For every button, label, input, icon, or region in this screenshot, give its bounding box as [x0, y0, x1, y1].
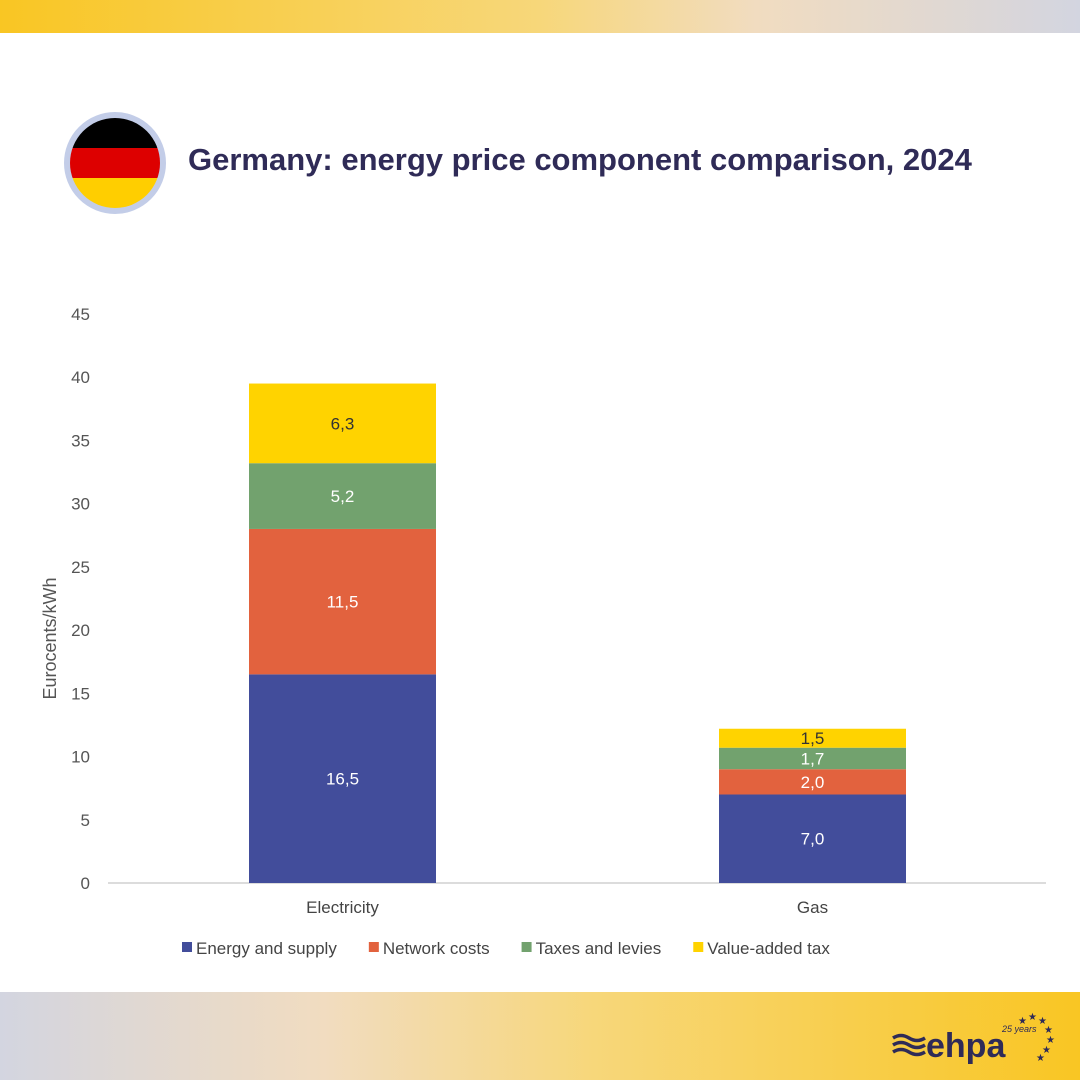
svg-text:★: ★	[1042, 1045, 1051, 1056]
y-axis-label: Eurocents/kWh	[40, 577, 60, 699]
data-label: 2,0	[801, 773, 825, 792]
svg-text:★: ★	[1028, 1012, 1037, 1023]
bar-segment	[719, 769, 906, 795]
legend-label: Network costs	[383, 939, 490, 958]
data-label: 11,5	[327, 593, 359, 612]
bar-segment	[249, 528, 436, 675]
page-title: Germany: energy price component comparis…	[188, 142, 972, 177]
x-tick-label: Electricity	[306, 898, 379, 917]
svg-text:★: ★	[1046, 1035, 1055, 1046]
legend-swatch	[182, 942, 192, 952]
y-tick-label: 5	[81, 811, 90, 830]
y-tick-label: 25	[71, 558, 90, 577]
data-label: 5,2	[331, 487, 355, 506]
legend-label: Energy and supply	[196, 939, 337, 958]
data-label: 16,5	[326, 770, 359, 789]
y-tick-label: 35	[71, 431, 90, 450]
data-label: 1,5	[801, 729, 825, 748]
svg-text:★: ★	[1038, 1016, 1047, 1027]
bar-segment	[249, 674, 436, 883]
svg-text:★: ★	[1036, 1053, 1045, 1064]
data-label: 6,3	[331, 414, 355, 433]
svg-text:★: ★	[1044, 1025, 1053, 1036]
data-label: 7,0	[801, 830, 825, 849]
y-tick-label: 45	[71, 305, 90, 324]
legend-label: Taxes and levies	[536, 939, 662, 958]
x-tick-label: Gas	[797, 898, 828, 917]
ehpa-logo: ehpa 25 years ★ ★ ★★★★★	[892, 1012, 1055, 1065]
y-tick-label: 30	[71, 495, 90, 514]
data-label: 1,7	[801, 749, 825, 768]
bar-segment	[719, 794, 906, 883]
y-tick-label: 40	[71, 368, 90, 387]
legend-swatch	[368, 942, 379, 952]
logo-text: ehpa	[926, 1027, 1006, 1065]
legend-swatch	[521, 942, 532, 952]
y-tick-label: 20	[71, 621, 90, 640]
y-tick-label: 10	[71, 748, 90, 767]
legend-label: Value-added tax	[707, 939, 830, 958]
logo-tagline: 25 years	[1001, 1024, 1037, 1034]
svg-text:★: ★	[1018, 1016, 1027, 1027]
stacked-bar-chart: 0 5 10 15 20 25 30 35 40 45 Eurocents/kWh 16,5 11,5 5…	[40, 305, 1046, 958]
bar-segment	[249, 463, 436, 529]
top-banner	[0, 0, 1080, 33]
bar-segment	[719, 747, 906, 770]
germany-flag-icon	[64, 112, 166, 214]
bar-segment	[719, 728, 906, 748]
legend-swatch	[693, 942, 704, 952]
y-tick-label: 15	[71, 684, 90, 703]
y-tick-label: 0	[81, 874, 90, 893]
bar-segment	[249, 383, 436, 464]
